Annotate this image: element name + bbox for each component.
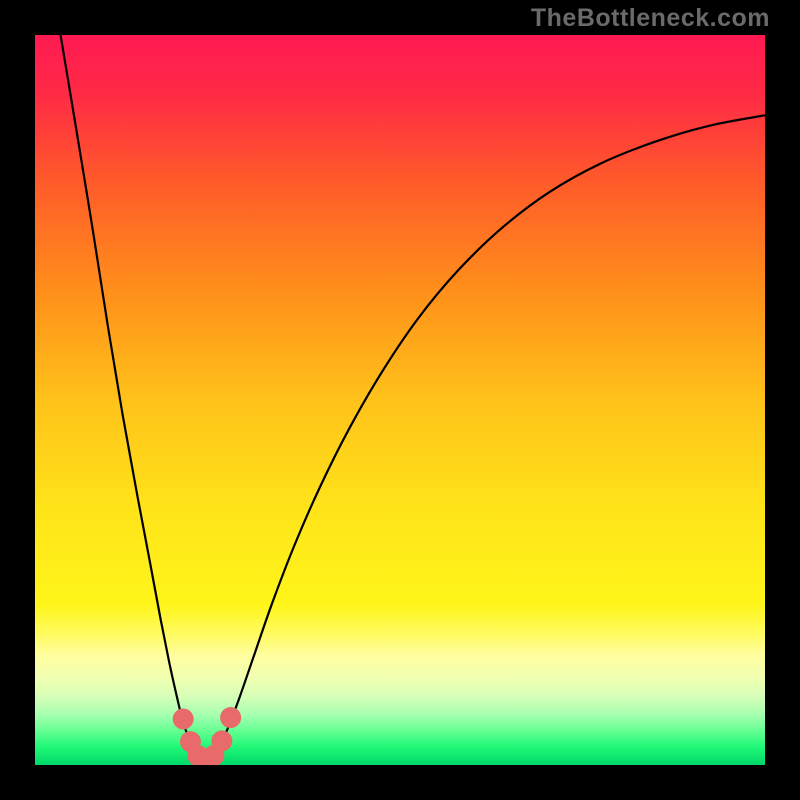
marker-dot xyxy=(220,707,241,728)
marker-dot xyxy=(211,730,232,751)
gradient-background xyxy=(35,35,765,765)
watermark-text: TheBottleneck.com xyxy=(531,4,770,33)
plot-area xyxy=(35,35,765,765)
marker-dot xyxy=(173,709,194,730)
plot-svg xyxy=(35,35,765,765)
